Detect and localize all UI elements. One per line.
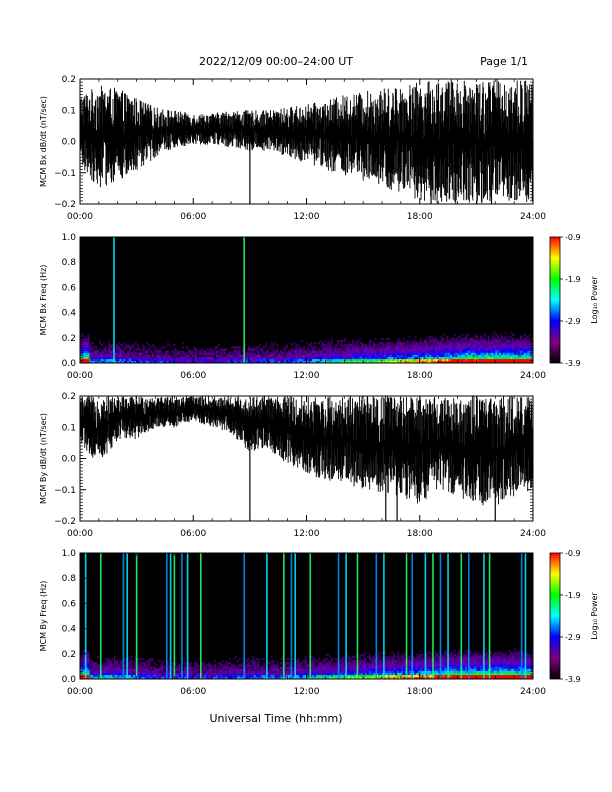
by-spectrogram-xtick-label: 18:00 (407, 687, 433, 697)
bx-timeseries-plot-area (80, 79, 533, 204)
colorbar-label: Log₁₀ Power (590, 276, 599, 324)
bx-spectrogram-panel: 1.0 0.8 0.6 0.4 0.2 0.0 00:00 06:00 12:00 18:00 24… (39, 233, 546, 381)
colorbar-tick-label: -0.9 (565, 549, 581, 558)
by-spectrogram-ytick-label: 0.8 (62, 574, 77, 584)
bx-spectrogram-ytick-label: 1.0 (62, 233, 77, 243)
by-spectrogram-ytick-label: 0.6 (62, 599, 77, 609)
by-timeseries-xtick-label: 18:00 (407, 529, 433, 539)
by-timeseries-xtick-label: 06:00 (180, 529, 206, 539)
bx-spectrogram-ytick-label: 0.0 (62, 359, 77, 369)
by-spectrogram-xtick-label: 00:00 (67, 687, 93, 697)
colorbar-tick-label: -2.9 (565, 317, 581, 326)
colorbar-tick-label: -3.9 (565, 359, 581, 368)
bx-spectrogram-ytick-label: 0.6 (62, 283, 77, 293)
bx-timeseries-ytick-label: 0.2 (62, 75, 76, 85)
colorbar-tick-label: -2.9 (565, 633, 581, 642)
by-spectrogram-panel: 1.0 0.8 0.6 0.4 0.2 0.0 00:00 06:00 12:00 18:00 24… (39, 549, 546, 697)
by-timeseries-xtick-label: 00:00 (67, 529, 93, 539)
by-timeseries-ytick-label: −0.2 (54, 517, 76, 527)
page-number: Page 1/1 (480, 55, 528, 68)
bx-timeseries-trace (80, 79, 533, 204)
x-axis-title: Universal Time (hh:mm) (210, 712, 343, 725)
bx-timeseries-xtick-label: 24:00 (520, 212, 546, 222)
by-spectrogram-ytick-label: 1.0 (62, 549, 77, 559)
bx-timeseries-ytick-label: 0.0 (62, 138, 77, 148)
colorbar-gradient (549, 236, 561, 364)
bx-spectrogram-plot-area (80, 237, 533, 363)
bx-spectrogram-xtick-label: 12:00 (294, 371, 320, 381)
by-spectrogram-ytick-label: 0.2 (62, 650, 76, 660)
by-timeseries-trace (80, 396, 533, 506)
by-spectrogram-ytick-label: 0.0 (62, 675, 77, 685)
colorbar-tick-label: -1.9 (565, 275, 581, 284)
bx-timeseries-xtick-label: 12:00 (294, 212, 320, 222)
colorbar-tick-label: -3.9 (565, 675, 581, 684)
bx-timeseries-ytick-label: 0.1 (62, 106, 76, 116)
by-spectrogram-plot-area (80, 553, 533, 679)
by-timeseries-ytick-label: 0.0 (62, 455, 77, 465)
bx-timeseries-xtick-label: 18:00 (407, 212, 433, 222)
bx-spectrogram-xtick-label: 06:00 (180, 371, 206, 381)
colorbar-tick-label: -1.9 (565, 591, 581, 600)
by-timeseries-xtick-label: 12:00 (294, 529, 320, 539)
by-timeseries-ylabel: MCM By dB/dt (nT/sec) (39, 413, 48, 504)
bx-timeseries-ytick-label: −0.1 (54, 169, 76, 179)
bx-spectrogram-xtick-label: 24:00 (520, 371, 546, 381)
bx-spectrogram-xtick-label: 00:00 (67, 371, 93, 381)
bx-timeseries-panel: 0.2 0.1 0.0 −0.1 −0.2 00:00 06:00 12:00 18:00 24:… (39, 75, 546, 222)
by-spectrogram-ytick-label: 0.4 (62, 625, 77, 635)
by-timeseries-plot-area (80, 396, 533, 521)
by-spectrogram-xtick-label: 24:00 (520, 687, 546, 697)
bx-timeseries-ytick-label: −0.2 (54, 200, 76, 210)
by-timeseries-ytick-label: 0.1 (62, 423, 76, 433)
bx-spectrogram-ylabel: MCM Bx Freq (Hz) (39, 265, 48, 336)
by-timeseries-ytick-label: −0.1 (54, 486, 76, 496)
bx-spectrogram-ytick-label: 0.8 (62, 258, 77, 268)
bx-colorbar: -0.9 -1.9 -2.9 -3.9 Log₁₀ Power (549, 233, 599, 368)
by-colorbar: -0.9 -1.9 -2.9 -3.9 Log₁₀ Power (549, 549, 599, 684)
bx-spectrogram-xtick-label: 18:00 (407, 371, 433, 381)
by-timeseries-xtick-label: 24:00 (520, 529, 546, 539)
by-timeseries-panel: 0.2 0.1 0.0 −0.1 −0.2 00:00 06:00 12:00 18:00 24:… (39, 392, 546, 539)
by-timeseries-ytick-label: 0.2 (62, 392, 76, 402)
page-title: 2022/12/09 00:00–24:00 UT (199, 55, 353, 68)
by-spectrogram-ylabel: MCM By Freq (Hz) (39, 581, 48, 652)
by-spectrogram-xtick-label: 12:00 (294, 687, 320, 697)
colorbar-gradient (549, 552, 561, 680)
bx-spectrogram-ytick-label: 0.4 (62, 309, 77, 319)
bx-timeseries-xtick-label: 06:00 (180, 212, 206, 222)
bx-timeseries-xtick-label: 00:00 (67, 212, 93, 222)
colorbar-label: Log₁₀ Power (590, 592, 599, 640)
colorbar-tick-label: -0.9 (565, 233, 581, 242)
bx-timeseries-ylabel: MCM Bx dB/dt (nT/sec) (39, 96, 48, 187)
by-spectrogram-xtick-label: 06:00 (180, 687, 206, 697)
bx-spectrogram-ytick-label: 0.2 (62, 334, 76, 344)
